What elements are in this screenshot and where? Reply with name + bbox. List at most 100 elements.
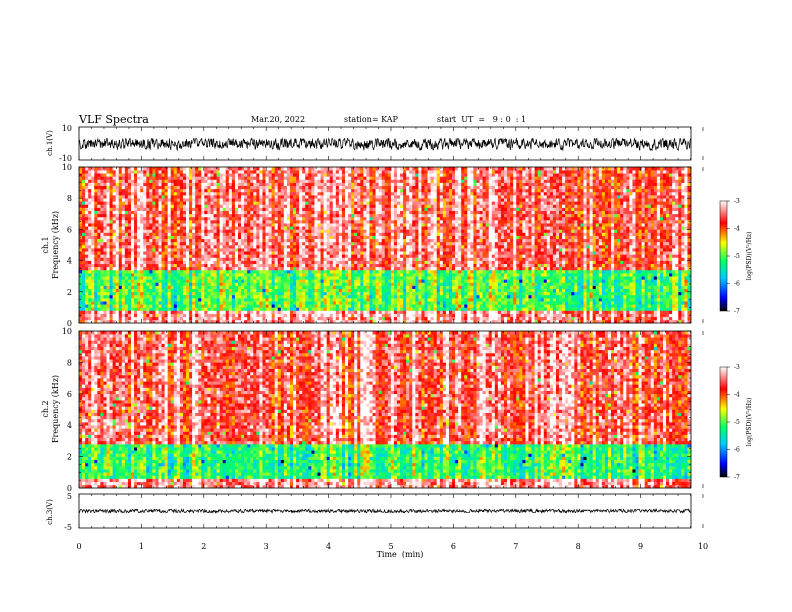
spectrogram-cell bbox=[363, 232, 367, 236]
spectrogram-cell bbox=[121, 301, 126, 305]
spectrogram-cell bbox=[332, 269, 337, 274]
spectrogram-cell bbox=[247, 232, 251, 236]
spectrogram-cell bbox=[170, 251, 175, 255]
spectrogram-cell bbox=[332, 310, 337, 314]
spectrogram-cell bbox=[201, 229, 205, 233]
spectrogram-cell bbox=[280, 298, 285, 302]
spectrogram-cell bbox=[366, 316, 370, 321]
spectrogram-cell bbox=[192, 188, 196, 193]
spectrogram-cell bbox=[213, 254, 217, 258]
spectrogram-cell bbox=[201, 185, 205, 190]
spectrogram-cell bbox=[216, 173, 220, 177]
spectrogram-cell bbox=[204, 182, 208, 187]
spectrogram-cell bbox=[225, 238, 230, 243]
spectrogram-cell bbox=[299, 213, 303, 218]
spectrogram-cell bbox=[274, 216, 279, 221]
spectrogram-cell bbox=[192, 251, 196, 255]
spectrogram-cell bbox=[149, 285, 153, 289]
spectrogram-cell bbox=[79, 191, 83, 196]
spectrogram-cell bbox=[179, 204, 184, 208]
spectrogram-cell bbox=[262, 263, 266, 268]
spectrogram-cell bbox=[366, 167, 370, 171]
spectrogram-cell bbox=[195, 257, 199, 261]
spectrogram-cell bbox=[314, 248, 318, 252]
spectrogram-cell bbox=[345, 266, 349, 271]
spectrogram-cell bbox=[143, 220, 147, 224]
spectrogram-cell bbox=[167, 319, 172, 324]
spectrogram-cell bbox=[375, 260, 379, 265]
spectrogram-cell bbox=[182, 213, 187, 218]
spectrogram-cell bbox=[332, 176, 337, 180]
spectrogram-cell bbox=[286, 213, 291, 218]
spectrogram-cell bbox=[146, 298, 150, 302]
spectrogram-cell bbox=[289, 313, 294, 318]
spectrogram-cell bbox=[112, 173, 116, 177]
spectrogram-cell bbox=[121, 195, 126, 199]
spectrogram-cell bbox=[173, 185, 178, 190]
spectrogram-cell bbox=[155, 288, 159, 293]
spectrogram-cell bbox=[198, 248, 202, 252]
spectrogram-cell bbox=[351, 298, 355, 302]
spectrogram-cell bbox=[201, 176, 205, 180]
spectrogram-cell bbox=[231, 254, 236, 258]
spectrogram-cell bbox=[265, 176, 269, 180]
spectrogram-cell bbox=[124, 285, 129, 289]
spectrogram-cell bbox=[241, 201, 245, 205]
spectrogram-cell bbox=[262, 266, 266, 271]
spectrogram-cell bbox=[234, 188, 239, 193]
spectrogram-cell bbox=[308, 179, 312, 183]
spectrogram-cell bbox=[369, 260, 373, 265]
spectrogram-cell bbox=[302, 223, 306, 227]
spectrogram-cell bbox=[326, 257, 331, 261]
spectrogram-cell bbox=[369, 301, 373, 305]
spectrogram-cell bbox=[82, 301, 86, 305]
spectrogram-cell bbox=[146, 269, 150, 274]
spectrogram-cell bbox=[213, 185, 217, 190]
spectrogram-cell bbox=[100, 276, 104, 280]
spectrogram-cell bbox=[179, 248, 184, 252]
spectrogram-cell bbox=[106, 213, 110, 218]
spectrogram-cell bbox=[173, 263, 178, 268]
spectrogram-cell bbox=[259, 210, 263, 215]
spectrogram-cell bbox=[302, 182, 306, 187]
spectrogram-cell bbox=[186, 191, 190, 196]
spectrogram-cell bbox=[127, 241, 132, 246]
spectrogram-cell bbox=[369, 294, 373, 299]
spectrogram-cell bbox=[280, 294, 285, 299]
spectrogram-cell bbox=[204, 213, 208, 218]
spectrogram-cell bbox=[305, 276, 309, 280]
spectrogram-cell bbox=[268, 291, 272, 296]
spectrogram-cell bbox=[323, 291, 327, 296]
spectrogram-cell bbox=[314, 273, 318, 277]
spectrogram-cell bbox=[296, 273, 300, 277]
spectrogram-cell bbox=[219, 307, 224, 311]
spectrogram-cell bbox=[85, 291, 89, 296]
spectrogram-cell bbox=[207, 173, 211, 177]
spectrogram-cell bbox=[271, 269, 275, 274]
spectrogram-cell bbox=[179, 269, 184, 274]
spectrogram-cell bbox=[207, 235, 211, 240]
spectrogram-cell bbox=[127, 235, 132, 240]
spectrogram-cell bbox=[360, 285, 364, 289]
spectrogram-cell bbox=[296, 195, 300, 199]
spectrogram-cell bbox=[88, 251, 92, 255]
spectrogram-cell bbox=[247, 216, 251, 221]
spectrogram-cell bbox=[100, 251, 104, 255]
spectrogram-cell bbox=[198, 207, 202, 211]
spectrogram-cell bbox=[283, 176, 288, 180]
spectrogram-cell bbox=[293, 294, 297, 299]
spectrogram-cell bbox=[363, 263, 367, 268]
spectrogram-cell bbox=[127, 170, 132, 174]
spectrogram-cell bbox=[152, 191, 156, 196]
spectrogram-cell bbox=[161, 276, 165, 280]
spectrogram-cell bbox=[195, 213, 199, 218]
spectrogram-cell bbox=[302, 273, 306, 277]
spectrogram-cell bbox=[213, 279, 217, 283]
spectrogram-cell bbox=[360, 232, 364, 236]
spectrogram-cell bbox=[173, 251, 178, 255]
spectrogram-cell bbox=[311, 291, 315, 296]
spectrogram-cell bbox=[345, 213, 349, 218]
spectrogram-cell bbox=[323, 319, 327, 324]
spectrogram-cell bbox=[296, 294, 300, 299]
spectrogram-cell bbox=[268, 307, 272, 311]
